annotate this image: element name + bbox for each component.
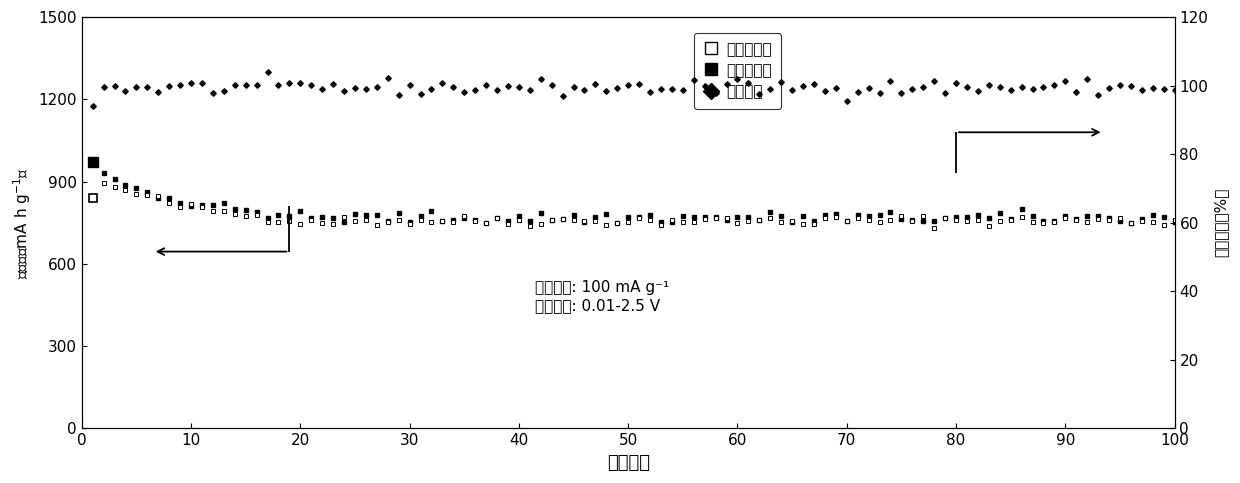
X-axis label: 循环次数: 循环次数 [606,454,650,472]
Legend: 充电比容量, 放电比容量, 库仓效率: 充电比容量, 放电比容量, 库仓效率 [694,33,781,109]
Y-axis label: 比容量（mA h g$^{-1}$）: 比容量（mA h g$^{-1}$） [11,167,32,279]
Text: 电流密度: 100 mA g⁻¹
截止电压: 0.01-2.5 V: 电流密度: 100 mA g⁻¹ 截止电压: 0.01-2.5 V [536,281,670,313]
Y-axis label: 库仓效率（%）: 库仓效率（%） [1214,188,1229,257]
